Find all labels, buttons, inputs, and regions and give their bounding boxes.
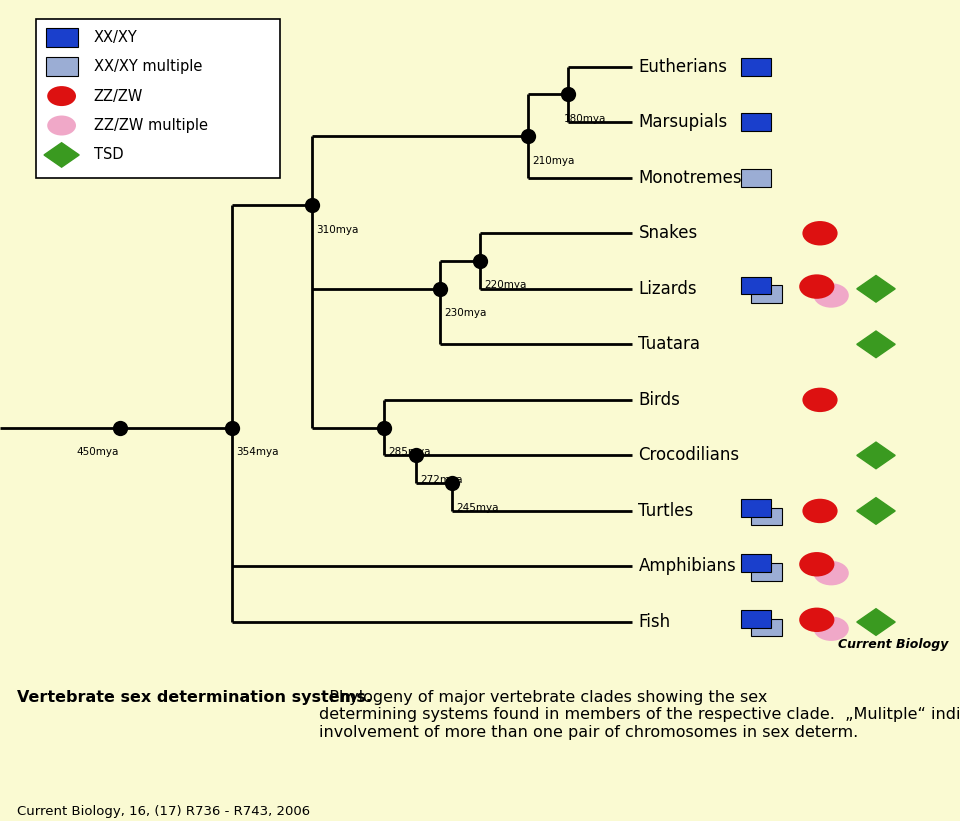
Polygon shape [856,498,895,525]
Text: TSD: TSD [93,148,123,163]
Text: Amphibians: Amphibians [638,557,736,576]
Bar [752,507,781,525]
Polygon shape [856,331,895,358]
Text: 180mya: 180mya [564,114,607,124]
Text: ZZ/ZW: ZZ/ZW [93,89,143,103]
Bar [741,277,771,295]
Text: ZZ/ZW multiple: ZZ/ZW multiple [93,118,207,133]
Circle shape [814,561,849,585]
Bar [752,563,781,581]
Text: 450mya: 450mya [76,447,118,457]
Text: XX/XY: XX/XY [93,30,137,44]
Text: 220mya: 220mya [484,281,526,291]
Circle shape [799,274,834,299]
Text: 245mya: 245mya [456,502,498,512]
Polygon shape [856,608,895,635]
Text: Current Biology, 16, (17) R736 - R743, 2006: Current Biology, 16, (17) R736 - R743, 2… [17,805,310,818]
Text: Monotremes: Monotremes [638,169,742,186]
Circle shape [803,498,837,523]
Circle shape [47,116,76,135]
Text: Lizards: Lizards [638,280,697,298]
Text: 230mya: 230mya [444,308,487,319]
Bar [752,286,781,303]
Text: Eutherians: Eutherians [638,57,728,76]
Text: 285mya: 285mya [388,447,430,457]
Circle shape [814,617,849,641]
Text: Crocodilians: Crocodilians [638,447,739,465]
Circle shape [803,221,837,245]
Text: Current Biology: Current Biology [838,638,948,651]
Text: Tuatara: Tuatara [638,335,701,353]
Circle shape [799,608,834,632]
Bar [741,169,771,186]
Bar [741,57,771,76]
Text: XX/XY multiple: XX/XY multiple [93,59,202,74]
Circle shape [799,552,834,576]
Bar [46,28,78,47]
Text: Turtles: Turtles [638,502,694,520]
Text: Marsupials: Marsupials [638,113,728,131]
Text: 272mya: 272mya [420,475,463,485]
Circle shape [47,86,76,106]
Text: 210mya: 210mya [532,155,574,166]
Circle shape [814,283,849,308]
Bar [752,619,781,636]
Polygon shape [856,442,895,469]
Bar [36,20,280,177]
Polygon shape [44,143,79,167]
Text: 310mya: 310mya [316,225,358,235]
Bar [46,57,78,76]
Text: Vertebrate sex determination systems.: Vertebrate sex determination systems. [17,690,372,704]
Polygon shape [856,276,895,302]
Bar [741,113,771,131]
Bar [741,554,771,572]
Text: 354mya: 354mya [236,447,278,457]
Text: Phylogeny of major vertebrate clades showing the sex
determining systems found i: Phylogeny of major vertebrate clades sho… [319,690,960,740]
Text: Fish: Fish [638,613,670,631]
Bar [741,498,771,516]
Bar [741,610,771,627]
Text: Snakes: Snakes [638,224,698,242]
Circle shape [803,388,837,412]
Text: Birds: Birds [638,391,681,409]
